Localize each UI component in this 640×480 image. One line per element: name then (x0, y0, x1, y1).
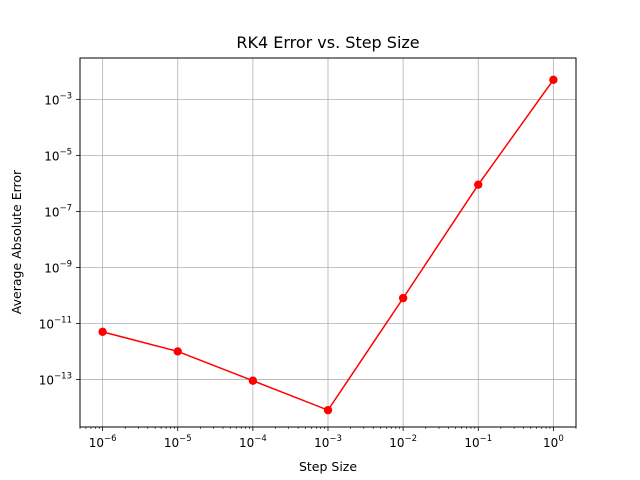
y-tick-label: 10−11 (39, 315, 72, 331)
x-tick-label: 10−3 (314, 434, 342, 450)
y-axis-label: Average Absolute Error (9, 169, 24, 314)
y-tick-label: 10−13 (39, 371, 72, 387)
data-point (248, 376, 258, 385)
y-tick-label: 10−7 (44, 203, 72, 219)
data-point (173, 347, 182, 356)
x-tick-label: 10−4 (239, 434, 267, 450)
data-point (98, 327, 107, 337)
x-axis-label: Step Size (299, 459, 357, 474)
x-tick-label: 10−1 (464, 434, 492, 450)
x-tick-label: 10−6 (89, 434, 117, 450)
data-point (549, 75, 558, 84)
data-point (398, 293, 408, 303)
ticks: 10−6 10−5 10−4 10−3 10−2 10−1 100 10−13 10−11 10−… (39, 91, 577, 450)
x-tick-label: 10−5 (164, 434, 192, 450)
series-layer (98, 75, 558, 415)
x-tick-label: 10−2 (389, 434, 417, 450)
x-tick-label: 100 (543, 434, 564, 450)
data-point (323, 405, 333, 415)
data-point (474, 180, 483, 189)
grid (80, 58, 576, 427)
y-tick-label: 10−3 (44, 91, 72, 107)
y-tick-label: 10−5 (44, 147, 72, 163)
y-tick-label: 10−9 (44, 259, 72, 275)
chart-title: RK4 Error vs. Step Size (236, 33, 419, 52)
